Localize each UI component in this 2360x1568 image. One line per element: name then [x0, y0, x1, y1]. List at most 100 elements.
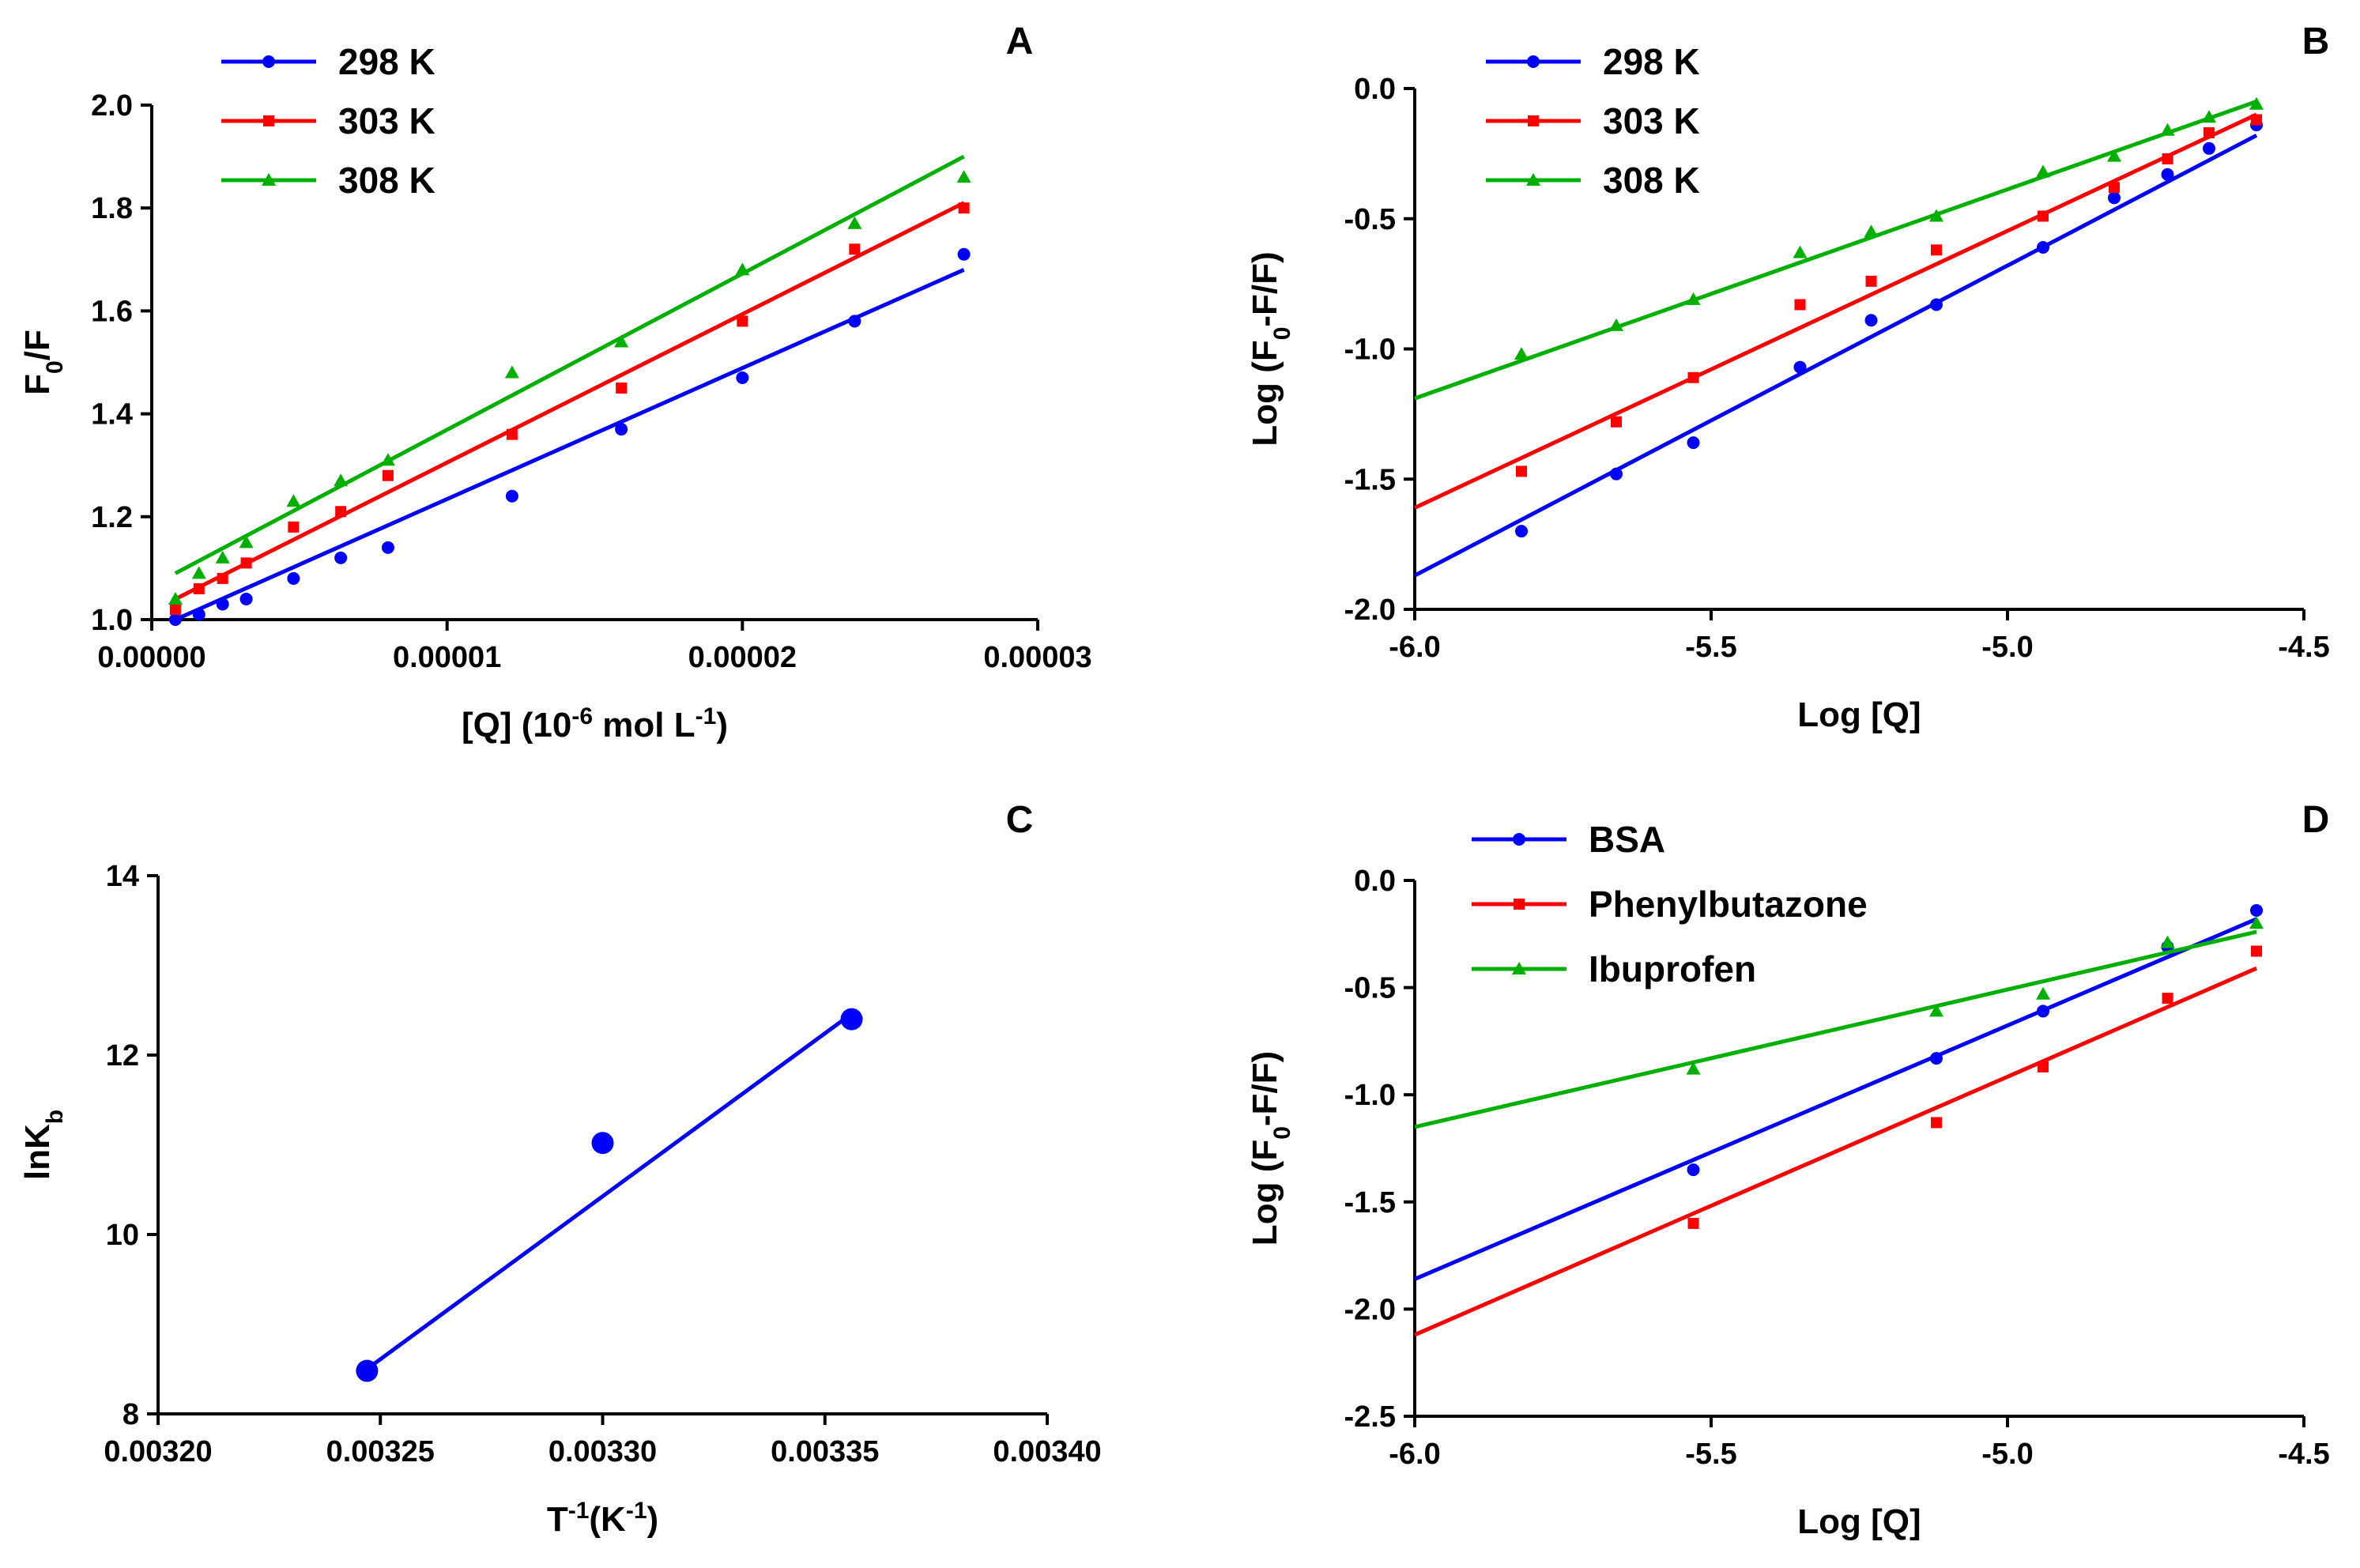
- x-tick-label: 0.00325: [326, 1435, 435, 1468]
- data-point: [239, 592, 253, 605]
- legend-label: 298 K: [1603, 41, 1700, 82]
- data-point: [1609, 318, 1623, 331]
- fit-line: [1414, 929, 2257, 1129]
- panel-letter: A: [1006, 21, 1034, 62]
- data-point: [2038, 210, 2049, 222]
- panel-letter: B: [2302, 21, 2330, 62]
- data-point: [1687, 436, 1700, 450]
- panel-a-chart: 1.0 1.2 1.4 1.6 1.8 2.0 0.00000 0.00001 0.00002 0…: [18, 21, 1092, 744]
- data-point: [615, 423, 628, 436]
- y-tick-label: -1.5: [1344, 1186, 1396, 1219]
- y-tick-label: 1.6: [91, 295, 133, 328]
- data-point: [2251, 945, 2262, 957]
- legend-marker: [262, 173, 276, 186]
- x-axis-label: [Q] (10-6 mol L-1): [462, 703, 728, 745]
- legend-marker: [263, 115, 274, 126]
- data-point: [1687, 1217, 1699, 1229]
- data-point: [1686, 292, 1701, 305]
- data-point: [381, 541, 394, 554]
- panel-c-chart: 8 10 12 14 0.00320 0.00325 0.00330 0.00335 0.003…: [18, 799, 1102, 1539]
- x-axis-label: Log [Q]: [1797, 695, 1921, 734]
- data-point: [1864, 314, 1878, 327]
- data-point: [334, 551, 348, 564]
- data-point: [240, 557, 252, 569]
- y-axis-label: F0/F: [18, 330, 68, 395]
- y-tick-label: -0.5: [1344, 972, 1396, 1005]
- x-tick-label: -5.0: [1981, 1438, 2033, 1471]
- data-point: [2162, 993, 2173, 1004]
- legend-label: 303 K: [338, 100, 435, 141]
- data-point: [737, 315, 748, 327]
- legend-marker: [1513, 833, 1525, 846]
- legend-marker: [1527, 55, 1540, 68]
- legend-marker: [1512, 962, 1526, 974]
- legend: 298 K 303 K 308 K: [221, 41, 435, 201]
- data-point: [2204, 127, 2215, 139]
- legend-marker: [1528, 115, 1539, 126]
- x-axis-label: T-1(K-1): [547, 1498, 658, 1540]
- x-tick-label: 0.00340: [993, 1435, 1101, 1468]
- series-lnkb: [356, 1008, 863, 1382]
- y-tick-label: 10: [106, 1219, 139, 1252]
- data-point: [848, 315, 861, 328]
- fit-line: [174, 268, 965, 622]
- data-point: [2160, 935, 2175, 948]
- data-point: [1865, 275, 1877, 287]
- data-point: [736, 371, 749, 385]
- data-point: [2038, 1061, 2049, 1072]
- data-point: [1687, 371, 1699, 383]
- x-tick-label: -5.5: [1685, 631, 1736, 664]
- y-axis-label: Log (F0-F/F): [1246, 1051, 1295, 1246]
- panel-letter: D: [2302, 799, 2330, 841]
- legend-label: 308 K: [1603, 160, 1700, 201]
- data-point: [1611, 416, 1622, 428]
- fit-line: [1413, 112, 2258, 510]
- data-point: [191, 566, 206, 579]
- legend-label: Phenylbutazone: [1589, 884, 1868, 925]
- data-point: [2202, 110, 2216, 123]
- data-point: [380, 453, 395, 466]
- data-point: [288, 521, 300, 533]
- y-tick-label: 12: [106, 1039, 139, 1072]
- data-point: [287, 571, 300, 585]
- y-tick-label: -1.5: [1344, 463, 1396, 496]
- data-point: [849, 243, 861, 255]
- data-point: [506, 428, 518, 440]
- data-point: [2037, 1004, 2049, 1018]
- legend-label: 298 K: [338, 41, 435, 82]
- data-point: [1515, 525, 1528, 538]
- fit-line: [1414, 966, 2257, 1337]
- series-308-k: [1414, 96, 2264, 401]
- x-tick-label: -4.5: [2278, 631, 2329, 664]
- data-point: [2160, 122, 2175, 136]
- data-point: [2036, 164, 2050, 178]
- data-point: [1793, 360, 1807, 374]
- data-point: [192, 608, 205, 621]
- panel-d-chart: -2.5 -2.0 -1.5 -1.0 -0.5 0.0 -6.0 -5.5 -5.0 -4.5 L…: [1246, 799, 2330, 1541]
- y-tick-label: 1.4: [91, 398, 133, 432]
- series-298-k: [1413, 119, 2263, 578]
- y-axis-label: lnKb: [18, 1110, 68, 1180]
- data-point: [2161, 168, 2174, 181]
- data-point: [840, 1008, 863, 1031]
- data-point: [1516, 466, 1527, 477]
- legend-label: BSA: [1589, 819, 1665, 860]
- data-point: [1514, 347, 1529, 360]
- series-308-k: [168, 154, 971, 605]
- data-point: [956, 170, 971, 183]
- data-point: [1686, 1061, 1701, 1075]
- legend-marker: [1514, 899, 1525, 910]
- data-point: [1929, 209, 1943, 222]
- data-point: [169, 603, 181, 615]
- data-point: [591, 1132, 614, 1155]
- data-point: [2249, 96, 2264, 110]
- data-point: [1793, 245, 1808, 258]
- data-point: [1687, 1163, 1700, 1177]
- data-point: [335, 506, 347, 518]
- data-point: [215, 550, 230, 564]
- legend-marker: [1526, 173, 1540, 186]
- data-point: [168, 613, 182, 626]
- y-tick-label: -2.5: [1344, 1400, 1396, 1434]
- data-point: [1929, 1004, 1943, 1017]
- data-point: [239, 535, 254, 548]
